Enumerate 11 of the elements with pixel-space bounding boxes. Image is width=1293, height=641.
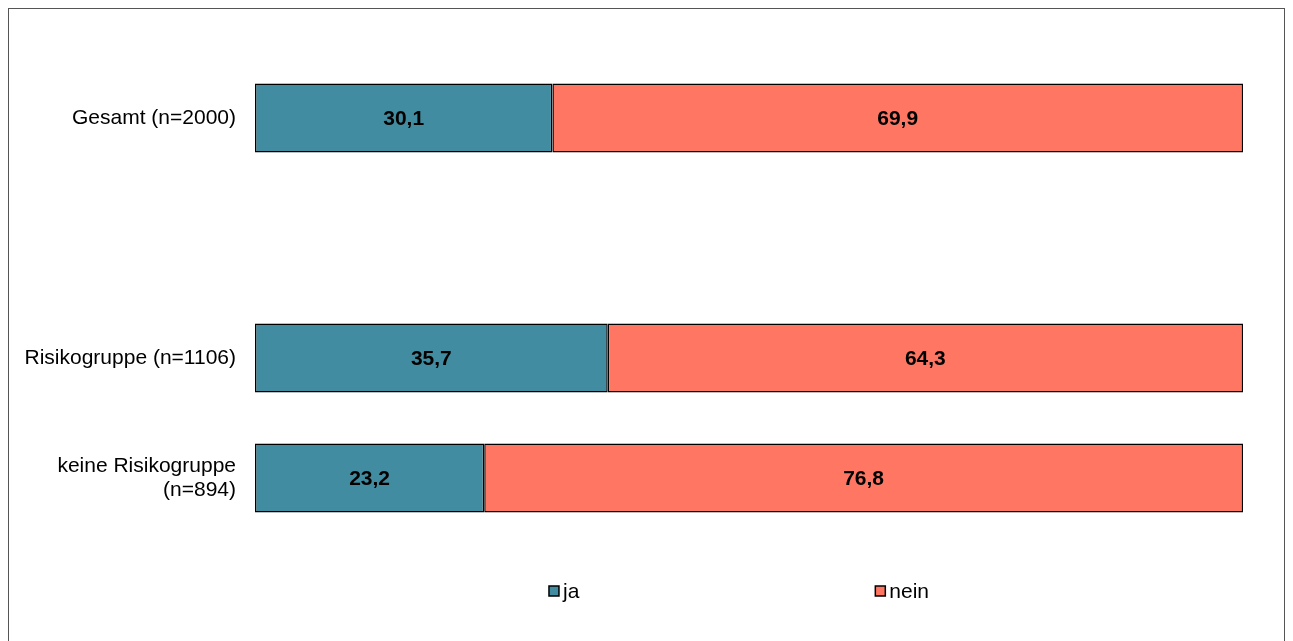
y-tick-label: keine Risikogruppe (n=894) <box>57 452 236 500</box>
data-label: 23,2 <box>349 465 391 489</box>
legend-label: ja <box>561 578 580 602</box>
data-label: 76,8 <box>843 465 885 489</box>
y-tick-label: Risikogruppe (n=1106) <box>24 344 236 368</box>
data-label: 69,9 <box>877 105 919 129</box>
y-tick-label: Gesamt (n=2000) <box>71 104 236 128</box>
data-label: 30,1 <box>383 105 425 129</box>
data-label: 35,7 <box>410 345 452 369</box>
data-label: 64,3 <box>904 345 946 369</box>
legend-label: nein <box>889 578 930 602</box>
